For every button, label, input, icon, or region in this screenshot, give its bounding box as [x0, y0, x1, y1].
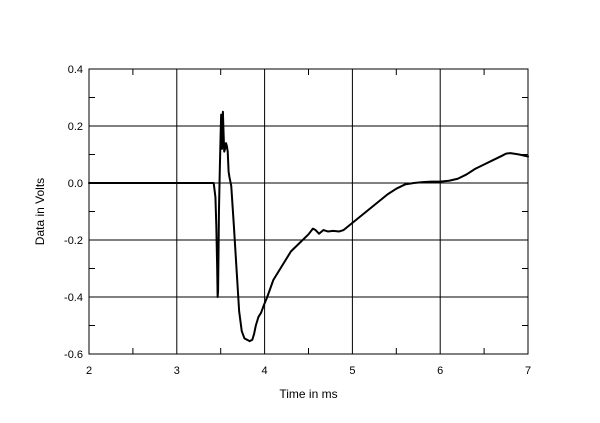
- x-axis-title: Time in ms: [279, 387, 337, 401]
- plot-frame: [88, 68, 529, 355]
- y-tick-label-2: 0.0: [68, 178, 83, 190]
- minor-ticks: [89, 69, 528, 354]
- series-layer: [88, 110, 529, 343]
- grid: [89, 69, 528, 354]
- x-tick-label-4: 6: [437, 365, 443, 377]
- y-tick-label-3: -0.2: [64, 235, 83, 247]
- y-tick-label-4: -0.4: [64, 292, 83, 304]
- y-tick-label-0: 0.4: [68, 64, 83, 76]
- x-tick-label-1: 3: [174, 365, 180, 377]
- y-axis-title: Data in Volts: [33, 178, 47, 245]
- x-tick-labels: 2 3 4 5 6 7: [86, 365, 531, 377]
- y-tick-label-5: -0.6: [64, 349, 83, 361]
- x-tick-label-2: 4: [262, 365, 268, 377]
- y-tick-labels: 0.4 0.2 0.0 -0.2 -0.4 -0.6: [64, 64, 83, 361]
- series-line-0: [88, 110, 529, 343]
- x-tick-label-3: 5: [349, 365, 355, 377]
- x-tick-label-5: 7: [525, 365, 531, 377]
- x-tick-label-0: 2: [86, 365, 92, 377]
- y-tick-label-1: 0.2: [68, 121, 83, 133]
